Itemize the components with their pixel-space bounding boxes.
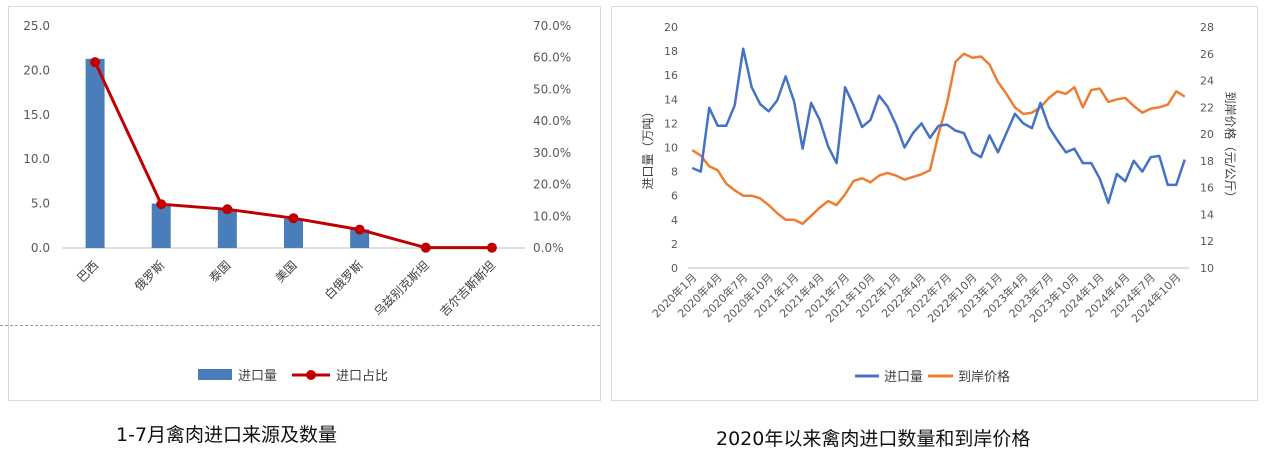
- legend-label: 到岸价格: [958, 369, 1010, 385]
- y-right-tick-label: 12: [1200, 235, 1214, 248]
- y-right-tick-label: 22: [1200, 101, 1214, 114]
- y-right-tick-label: 50.0%: [533, 82, 571, 96]
- y-left-tick-label: 25.0: [23, 19, 50, 33]
- y-left-axis-title: 进口量（万吨）: [641, 105, 655, 189]
- y-left-tick-label: 12: [664, 117, 678, 130]
- share-point-4: [288, 213, 299, 224]
- y-right-tick-label: 10: [1200, 262, 1214, 275]
- legend-bar-swatch: [198, 369, 232, 380]
- y-left-tick-label: 8: [671, 166, 678, 179]
- y-left-tick-label: 15.0: [23, 108, 50, 122]
- y-left-tick-label: 5.0: [31, 197, 50, 211]
- y-right-tick-label: 30.0%: [533, 146, 571, 160]
- share-point-2: [156, 199, 167, 210]
- y-left-tick-label: 10.0: [23, 152, 50, 166]
- legend-line-marker: [306, 370, 316, 380]
- share-point-1: [90, 57, 101, 68]
- dotted-divider: [0, 325, 600, 326]
- y-right-tick-label: 70.0%: [533, 19, 571, 33]
- share-point-7: [486, 242, 497, 253]
- y-left-tick-label: 4: [671, 214, 678, 227]
- y-left-tick-label: 20: [664, 21, 678, 34]
- y-right-tick-label: 14: [1200, 208, 1214, 221]
- right-chart-panel: [611, 6, 1258, 401]
- y-right-tick-label: 18: [1200, 155, 1214, 168]
- legend-label: 进口量: [238, 369, 277, 384]
- price-line: [691, 52, 1186, 226]
- y-left-tick-label: 0: [671, 262, 678, 275]
- y-right-tick-label: 24: [1200, 75, 1214, 88]
- y-left-tick-label: 0.0: [31, 241, 50, 255]
- legend-label: 进口占比: [336, 369, 388, 384]
- bar-1: [85, 58, 105, 248]
- y-right-tick-label: 16: [1200, 182, 1214, 195]
- volume-line: [691, 47, 1186, 205]
- share-point-6: [420, 242, 431, 253]
- share-point-5: [354, 224, 365, 235]
- left-chart-panel: [8, 6, 601, 401]
- left-chart-caption: 1-7月禽肉进口来源及数量: [116, 424, 338, 446]
- y-right-tick-label: 40.0%: [533, 114, 571, 128]
- y-left-tick-label: 6: [671, 190, 678, 203]
- y-left-tick-label: 18: [664, 45, 678, 58]
- legend-label: 进口量: [884, 370, 923, 385]
- y-right-tick-label: 20: [1200, 128, 1214, 141]
- y-right-tick-label: 20.0%: [533, 178, 571, 192]
- bar-5: [350, 229, 370, 248]
- y-right-tick-label: 28: [1200, 21, 1214, 34]
- y-left-tick-label: 2: [671, 238, 678, 251]
- bar-2: [151, 203, 171, 248]
- y-left-tick-label: 16: [664, 69, 678, 82]
- y-right-tick-label: 10.0%: [533, 209, 571, 223]
- y-right-tick-label: 0.0%: [533, 241, 564, 255]
- y-right-tick-label: 26: [1200, 48, 1214, 61]
- right-chart-caption: 2020年以来禽肉进口数量和到岸价格: [716, 428, 1031, 450]
- share-point-3: [222, 204, 233, 215]
- bar-3: [217, 208, 237, 248]
- bar-4: [284, 218, 303, 248]
- y-left-tick-label: 14: [664, 93, 678, 106]
- y-left-tick-label: 10: [664, 142, 678, 155]
- y-right-tick-label: 60.0%: [533, 51, 571, 65]
- y-right-axis-title: 到岸价格（元/公斤）: [1223, 91, 1238, 203]
- y-left-tick-label: 20.0: [23, 63, 50, 77]
